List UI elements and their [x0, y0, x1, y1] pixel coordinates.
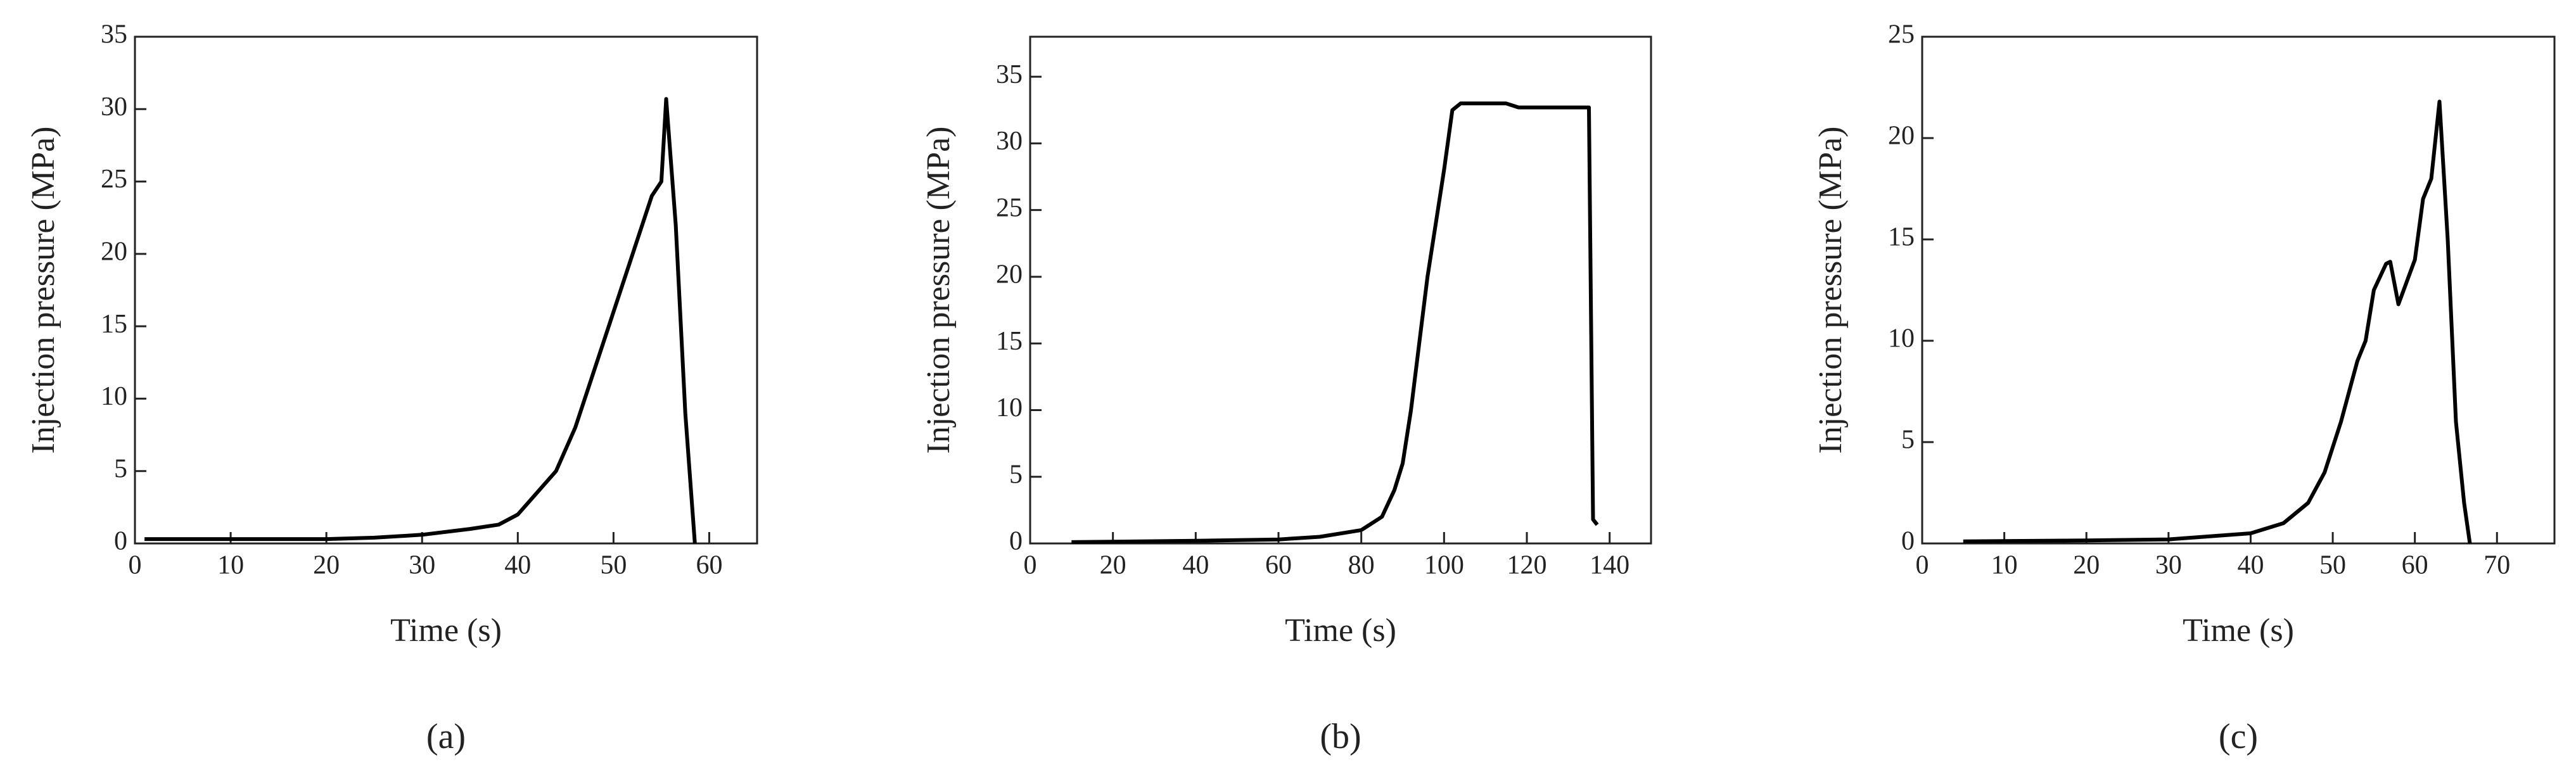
- y-tick-label: 25: [996, 193, 1023, 222]
- y-tick-label: 30: [101, 92, 127, 122]
- y-tick-label: 30: [996, 127, 1023, 156]
- x-tick-label: 120: [1507, 551, 1547, 580]
- x-tick-label: 50: [2319, 551, 2346, 580]
- x-tick-label: 10: [1991, 551, 2018, 580]
- y-tick-label: 35: [101, 20, 127, 49]
- y-tick-label: 0: [1009, 527, 1023, 556]
- x-tick-label: 60: [1265, 551, 1292, 580]
- y-tick-label: 5: [1009, 460, 1023, 489]
- y-axis-title: Injection pressure (MPa): [25, 127, 61, 454]
- x-tick-label: 0: [1916, 551, 1929, 580]
- x-tick-label: 60: [2402, 551, 2428, 580]
- y-tick-label: 20: [101, 237, 127, 266]
- y-tick-label: 10: [1888, 324, 1915, 353]
- x-tick-label: 140: [1590, 551, 1629, 580]
- x-tick-label: 10: [217, 551, 244, 580]
- y-tick-label: 15: [996, 327, 1023, 356]
- y-tick-label: 35: [996, 60, 1023, 89]
- plot-frame: [1029, 35, 1652, 545]
- y-tick-label: 10: [996, 393, 1023, 422]
- x-tick-label: 50: [600, 551, 627, 580]
- y-tick-label: 20: [996, 260, 1023, 289]
- y-tick-label: 25: [1888, 20, 1915, 49]
- x-tick-label: 40: [2237, 551, 2264, 580]
- data-line: [144, 97, 697, 544]
- x-tick-label: 100: [1424, 551, 1464, 580]
- x-tick-label: 0: [1024, 551, 1037, 580]
- y-tick-label: 5: [1901, 426, 1915, 455]
- x-tick-label: 80: [1348, 551, 1375, 580]
- plot-frame: [134, 35, 758, 545]
- x-axis-title: Time (s): [2183, 612, 2294, 649]
- plot-frame: [1921, 35, 2556, 545]
- x-tick-label: 0: [129, 551, 142, 580]
- panel-label: (b): [1320, 717, 1361, 756]
- y-tick-label: 10: [101, 382, 127, 411]
- y-axis-title: Injection pressure (MPa): [1813, 127, 1849, 454]
- x-axis-title: Time (s): [390, 612, 502, 649]
- x-axis-title: Time (s): [1285, 612, 1396, 649]
- x-tick-label: 60: [696, 551, 722, 580]
- x-tick-label: 20: [2073, 551, 2100, 580]
- y-tick-label: 15: [1888, 223, 1915, 252]
- x-tick-label: 40: [504, 551, 531, 580]
- data-line: [1963, 99, 2472, 544]
- y-axis-title: Injection pressure (MPa): [921, 127, 957, 454]
- x-tick-label: 30: [2155, 551, 2182, 580]
- y-tick-label: 0: [1901, 527, 1915, 556]
- panel-label: (a): [426, 717, 466, 756]
- y-tick-label: 15: [101, 310, 127, 339]
- y-tick-label: 20: [1888, 122, 1915, 151]
- y-tick-label: 5: [114, 454, 127, 483]
- x-tick-label: 40: [1182, 551, 1209, 580]
- data-line: [1071, 101, 1599, 544]
- y-tick-label: 25: [101, 165, 127, 194]
- x-tick-label: 70: [2484, 551, 2510, 580]
- x-tick-label: 30: [409, 551, 435, 580]
- panel-label: (c): [2219, 717, 2258, 756]
- x-tick-label: 20: [313, 551, 340, 580]
- y-tick-label: 0: [114, 527, 127, 556]
- x-tick-label: 20: [1100, 551, 1126, 580]
